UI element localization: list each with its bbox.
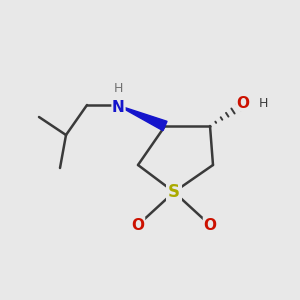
Text: H: H — [114, 82, 123, 95]
Polygon shape — [117, 105, 167, 131]
Text: S: S — [168, 183, 180, 201]
Text: O: O — [203, 218, 217, 232]
Text: O: O — [131, 218, 145, 232]
Text: O: O — [236, 96, 250, 111]
Text: H: H — [258, 97, 268, 110]
Text: N: N — [112, 100, 125, 115]
